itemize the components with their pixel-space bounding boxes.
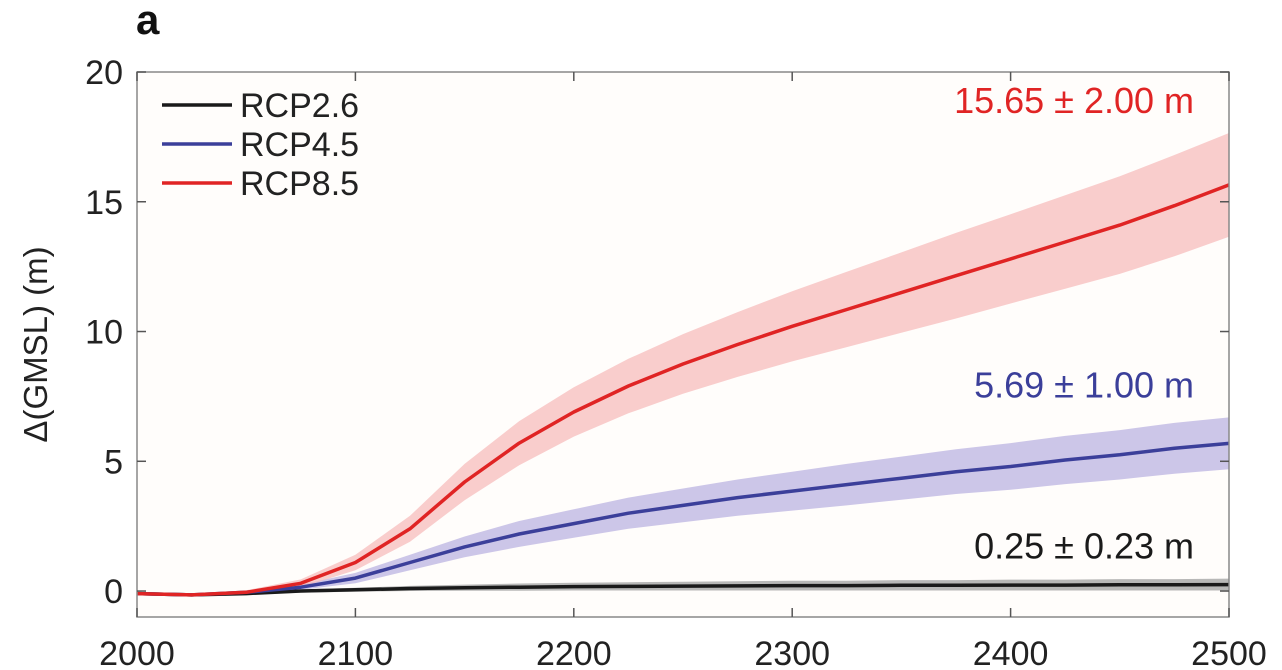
annotation-rcp85: 15.65 ± 2.00 m	[954, 80, 1194, 121]
line-rcp85	[136, 183, 1230, 597]
legend-label-rcp26: RCP2.6	[240, 87, 359, 125]
y-tick-label: 0	[104, 573, 123, 611]
y-axis-title: Δ(GMSL) (m)	[17, 246, 54, 442]
y-tick-label: 15	[85, 184, 123, 222]
y-axis: 0 5 10 15 20	[85, 54, 1229, 611]
annotation-rcp45: 5.69 ± 1.00 m	[974, 364, 1194, 405]
x-tick-label: 2200	[536, 635, 612, 670]
annotations: 15.65 ± 2.00 m 5.69 ± 1.00 m 0.25 ± 0.23 m	[954, 80, 1194, 567]
y-tick-label: 20	[85, 54, 123, 92]
series-lines	[136, 183, 1230, 597]
line-rcp26	[136, 582, 1230, 597]
legend-label-rcp85: RCP8.5	[240, 165, 359, 203]
y-tick-label: 10	[85, 314, 123, 352]
x-tick-label: 2000	[99, 635, 175, 670]
panel-label: a	[136, 0, 160, 43]
line-rcp45	[136, 441, 1230, 597]
y-tick-label: 5	[104, 443, 123, 481]
annotation-rcp26: 0.25 ± 0.23 m	[974, 526, 1194, 567]
x-tick-label: 2300	[754, 635, 830, 670]
x-tick-label: 2400	[973, 635, 1049, 670]
x-tick-label: 2500	[1191, 635, 1267, 670]
plot-frame	[136, 71, 1230, 618]
x-tick-label: 2100	[318, 635, 394, 670]
legend-label-rcp45: RCP4.5	[240, 126, 359, 164]
x-axis: 2000 2100 2200 2300 2400 2500	[99, 72, 1267, 670]
